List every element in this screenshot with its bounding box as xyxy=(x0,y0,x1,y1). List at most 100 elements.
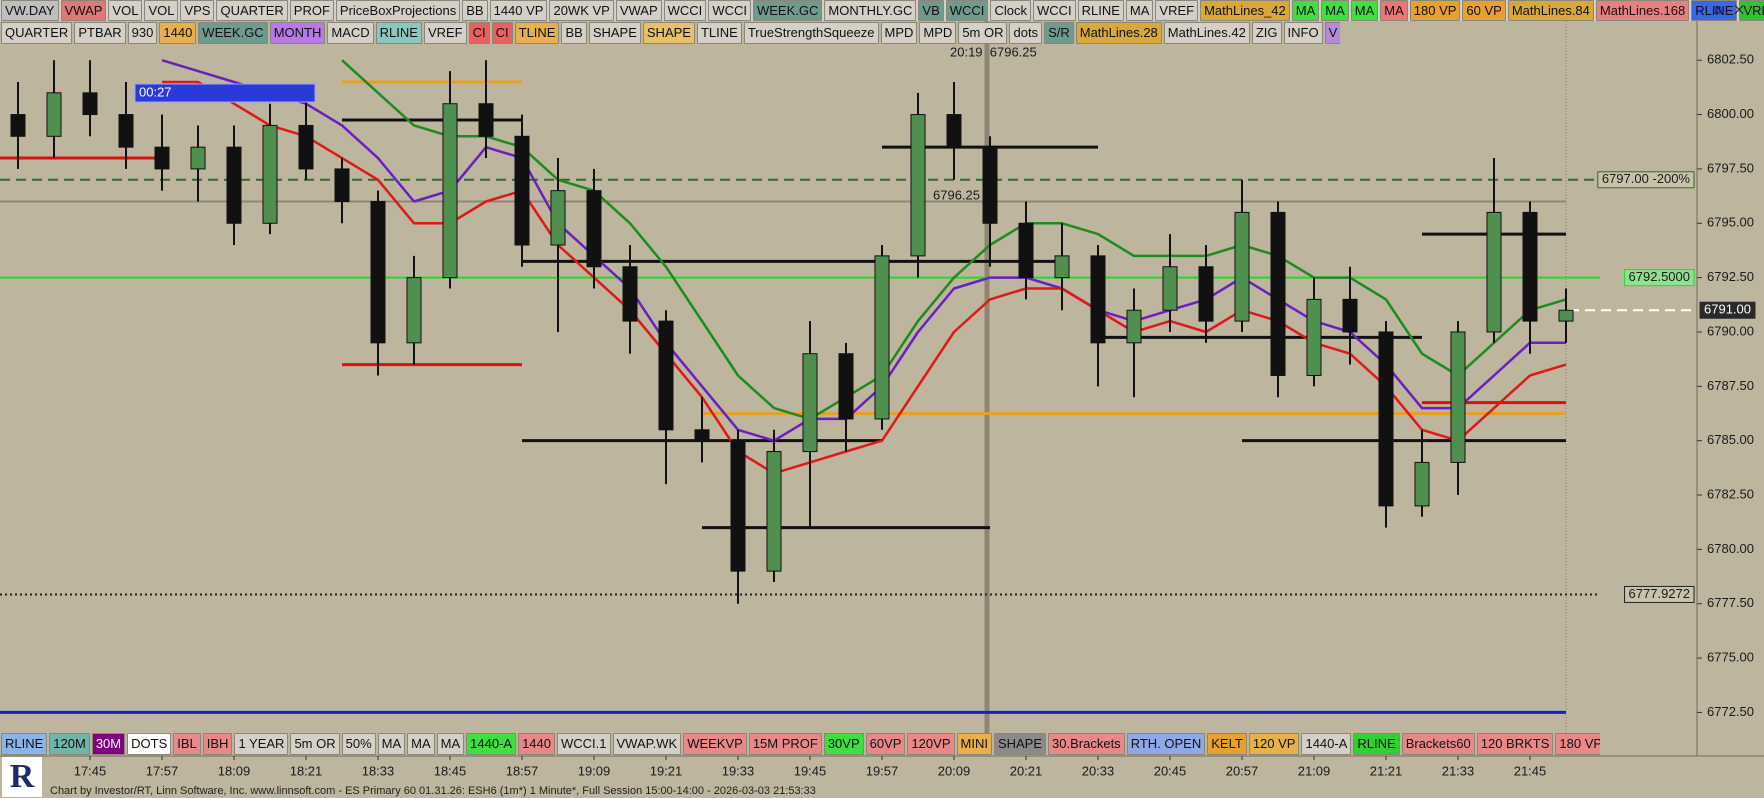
toolbar-button[interactable]: KELT xyxy=(1207,733,1247,755)
toolbar-button[interactable]: VREF xyxy=(423,22,467,44)
toolbar-button[interactable]: WCCI xyxy=(708,0,751,21)
price-tag-label: 6777.9272 xyxy=(1629,586,1690,601)
toolbar-button[interactable]: QUARTER xyxy=(1,22,73,44)
toolbar-button[interactable]: 120 VP xyxy=(1248,733,1300,755)
toolbar-button[interactable]: MA xyxy=(1350,0,1379,21)
candle-body xyxy=(1522,211,1538,322)
toolbar-button[interactable]: MA xyxy=(377,733,406,755)
y-tick-label: 6775.00 xyxy=(1707,650,1754,665)
toolbar-button[interactable]: IBL xyxy=(173,733,201,755)
toolbar-button[interactable]: 20WK VP xyxy=(549,0,614,21)
toolbar-button[interactable]: 60 VP xyxy=(1462,0,1506,21)
toolbar-button[interactable]: 930 xyxy=(127,22,158,44)
toolbar-button[interactable]: 30.Brackets xyxy=(1048,733,1125,755)
toolbar-button[interactable]: 30VP xyxy=(823,733,864,755)
toolbar-button[interactable]: DOTS xyxy=(127,733,172,755)
toolbar-button[interactable]: RLINE xyxy=(1077,0,1124,21)
toolbar-button[interactable]: VWAP xyxy=(615,0,662,21)
candle-body xyxy=(622,266,638,322)
toolbar-button[interactable]: S/R xyxy=(1044,22,1074,44)
toolbar-button[interactable]: 1440 xyxy=(159,22,197,44)
toolbar-button[interactable]: MathLines.42 xyxy=(1163,22,1250,44)
toolbar-button[interactable]: 180 VP xyxy=(1555,733,1600,755)
toolbar-button[interactable]: INFO xyxy=(1283,22,1323,44)
toolbar-button[interactable]: 15M PROF xyxy=(748,733,822,755)
toolbar-button[interactable]: MA xyxy=(1125,0,1154,21)
toolbar-button[interactable]: WCCI.1 xyxy=(557,733,611,755)
toolbar-button[interactable]: TLINE xyxy=(514,22,560,44)
toolbar-button[interactable]: MA xyxy=(407,733,435,755)
toolbar-button[interactable]: 120VP xyxy=(907,733,955,755)
toolbar-button[interactable]: SHAPE xyxy=(588,22,641,44)
toolbar-button[interactable]: PriceBoxProjections xyxy=(335,0,461,21)
toolbar-button[interactable]: VREF xyxy=(1739,0,1764,21)
toolbar-button[interactable]: VPS xyxy=(180,0,215,21)
toolbar-button[interactable]: MA xyxy=(1321,0,1349,21)
window-controls[interactable]: ⧉✕ xyxy=(1712,2,1756,17)
toolbar-button[interactable]: VOL xyxy=(144,0,179,21)
toolbar-button[interactable]: VW.DAY xyxy=(1,0,59,21)
candle-body xyxy=(1378,331,1394,507)
toolbar-button[interactable]: IBH xyxy=(202,733,233,755)
toolbar-button[interactable]: RLINE xyxy=(1691,0,1738,21)
toolbar-button[interactable]: MathLines.28 xyxy=(1075,22,1162,44)
toolbar-button[interactable]: BB xyxy=(561,22,587,44)
toolbar-button[interactable]: 5m OR xyxy=(958,22,1008,44)
toolbar-button[interactable]: Clock xyxy=(990,0,1031,21)
toolbar-button[interactable]: QUARTER xyxy=(216,0,288,21)
toolbar-button[interactable]: MONTHLY.GC xyxy=(824,0,917,21)
toolbar-button[interactable]: MA xyxy=(1291,0,1320,21)
toolbar-button[interactable]: BB xyxy=(462,0,488,21)
toolbar-button[interactable]: 120 BRKTS xyxy=(1476,733,1554,755)
toolbar-button[interactable]: Brackets60 xyxy=(1401,733,1475,755)
toolbar-button[interactable]: MathLines.84 xyxy=(1507,0,1594,21)
toolbar-button[interactable]: VOL xyxy=(108,0,143,21)
toolbar-button[interactable]: WEEKVP xyxy=(683,733,747,755)
toolbar-button[interactable]: 1 YEAR xyxy=(234,733,289,755)
toolbar-button[interactable]: RLINE xyxy=(1353,733,1400,755)
toolbar-button[interactable]: PTBAR xyxy=(74,22,126,44)
toolbar-button[interactable]: 30M xyxy=(91,733,126,755)
toolbar-button[interactable]: ZIG xyxy=(1251,22,1282,44)
toolbar-button[interactable]: SHAPE xyxy=(642,22,695,44)
toolbar-button[interactable]: 50% xyxy=(341,733,376,755)
toolbar-button[interactable]: WCCI xyxy=(945,0,989,21)
toolbar-button[interactable]: VWAP xyxy=(60,0,107,21)
toolbar-button[interactable]: MINI xyxy=(956,733,992,755)
toolbar-button[interactable]: RTH. OPEN xyxy=(1126,733,1206,755)
toolbar-button[interactable]: MACD xyxy=(327,22,374,44)
toolbar-button[interactable]: MPD xyxy=(919,22,957,44)
toolbar-button[interactable]: RLINE xyxy=(1,733,48,755)
toolbar-button[interactable]: PROF xyxy=(289,0,334,21)
toolbar-button[interactable]: MA xyxy=(1380,0,1408,21)
toolbar-button[interactable]: MA xyxy=(436,733,465,755)
toolbar-button[interactable]: MPD xyxy=(880,22,918,44)
toolbar-button[interactable]: MathLines.168 xyxy=(1595,0,1690,21)
toolbar-button[interactable]: 1440-A xyxy=(466,733,517,755)
toolbar-button[interactable]: MathLines_42 xyxy=(1200,0,1290,21)
toolbar-button[interactable]: 1440 VP xyxy=(489,0,548,21)
toolbar-button[interactable]: TLINE xyxy=(696,22,742,44)
toolbar-button[interactable]: 180 VP xyxy=(1409,0,1461,21)
toolbar-button[interactable]: RLINE xyxy=(375,22,422,44)
toolbar-button[interactable]: CI xyxy=(468,22,490,44)
toolbar-button[interactable]: CI xyxy=(491,22,513,44)
toolbar-button[interactable]: VWAP.WK xyxy=(612,733,682,755)
toolbar-button[interactable]: WEEK.GC xyxy=(198,22,268,44)
toolbar-button[interactable]: V Candles xyxy=(1324,22,1340,44)
toolbar-button[interactable]: WEEK.GC xyxy=(752,0,823,21)
toolbar-button[interactable]: dots xyxy=(1009,22,1043,44)
toolbar-button[interactable]: WCCI xyxy=(1032,0,1076,21)
toolbar-button[interactable]: TrueStrengthSqueeze xyxy=(743,22,879,44)
toolbar-button[interactable]: VB xyxy=(918,0,944,21)
toolbar-button[interactable]: 60VP xyxy=(865,733,906,755)
toolbar-button[interactable]: WCCI xyxy=(663,0,707,21)
toolbar-button[interactable]: 5m OR xyxy=(290,733,340,755)
toolbar-button[interactable]: 1440 xyxy=(518,733,555,755)
toolbar-button[interactable]: VREF xyxy=(1155,0,1199,21)
toolbar-button[interactable]: 120M xyxy=(49,733,90,755)
toolbar-button[interactable]: SHAPE xyxy=(993,733,1047,755)
toolbar-button[interactable]: MONTH xyxy=(269,22,326,44)
toolbar-button[interactable]: 1440-A xyxy=(1301,733,1352,755)
x-tick-label: 18:45 xyxy=(434,763,467,778)
